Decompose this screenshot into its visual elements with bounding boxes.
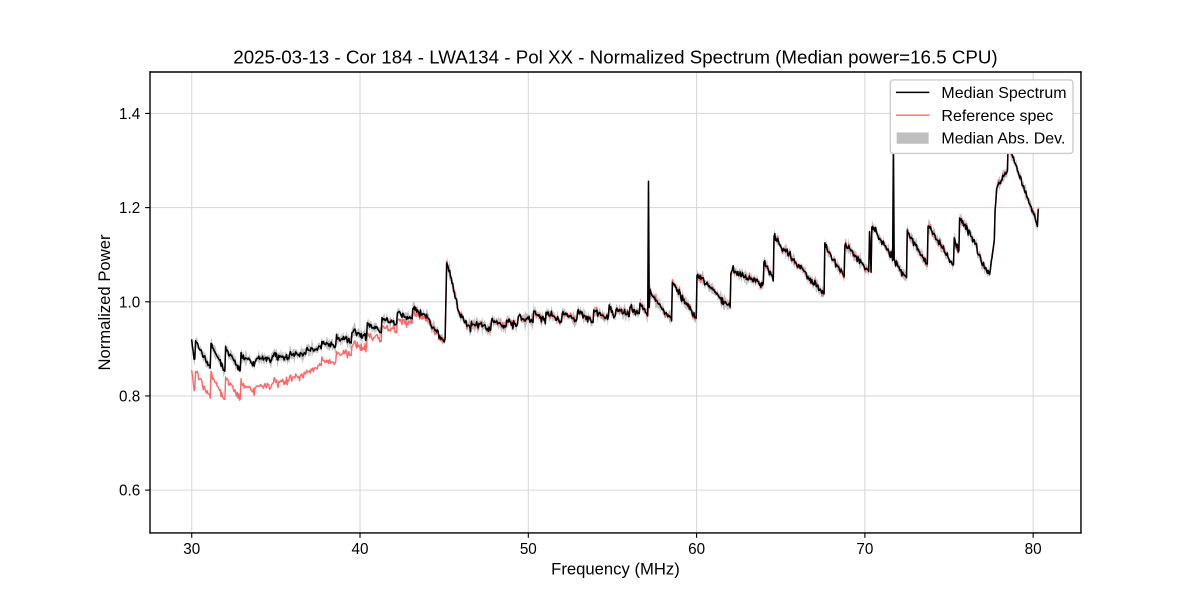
svg-text:Normalized Power: Normalized Power bbox=[95, 234, 114, 371]
svg-text:80: 80 bbox=[1025, 541, 1042, 558]
svg-text:50: 50 bbox=[520, 541, 537, 558]
svg-text:0.6: 0.6 bbox=[119, 483, 140, 500]
svg-text:70: 70 bbox=[856, 541, 873, 558]
svg-text:1.0: 1.0 bbox=[119, 294, 140, 311]
svg-text:2025-03-13 - Cor 184 - LWA134: 2025-03-13 - Cor 184 - LWA134 - Pol XX -… bbox=[233, 47, 997, 68]
svg-text:Frequency (MHz): Frequency (MHz) bbox=[551, 560, 680, 579]
svg-text:0.8: 0.8 bbox=[119, 388, 140, 405]
svg-text:1.4: 1.4 bbox=[119, 106, 141, 123]
svg-text:Median Spectrum: Median Spectrum bbox=[941, 85, 1066, 102]
svg-text:30: 30 bbox=[183, 541, 200, 558]
svg-text:40: 40 bbox=[352, 541, 369, 558]
svg-text:Median Abs. Dev.: Median Abs. Dev. bbox=[941, 131, 1065, 148]
svg-text:60: 60 bbox=[688, 541, 705, 558]
svg-text:1.2: 1.2 bbox=[119, 200, 140, 217]
svg-text:Reference spec: Reference spec bbox=[941, 108, 1053, 125]
